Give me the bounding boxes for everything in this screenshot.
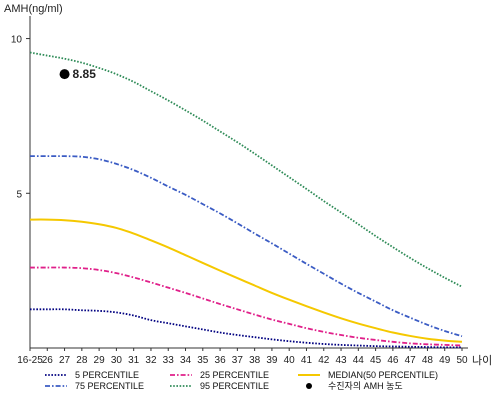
x-tick-label: 49 (439, 355, 451, 366)
series-line-5-percentile (29, 308, 463, 349)
x-tick-label: 48 (422, 355, 434, 366)
legend-label: 95 PERCENTILE (200, 381, 269, 391)
x-tick-label: 34 (180, 355, 192, 366)
x-axis-title: 나이 (472, 354, 492, 367)
patient-amh-value-label: 8.85 (73, 67, 97, 81)
x-tick-label: 46 (387, 355, 399, 366)
y-tick-label: 5 (16, 189, 22, 200)
patient-amh-point (59, 69, 70, 80)
x-tick-label: 41 (301, 355, 313, 366)
x-tick-label: 39 (266, 355, 278, 366)
x-tick-label: 26 (42, 355, 54, 366)
y-tick-label: 10 (11, 35, 23, 46)
legend-label: 수진자의 AMH 농도 (328, 381, 403, 391)
patient-marker: 8.85 (59, 67, 97, 81)
legend-marker-swatch (306, 383, 312, 389)
series-line-95-percentile (29, 51, 463, 288)
x-tick-label: 35 (197, 355, 209, 366)
x-tick-label: 43 (335, 355, 347, 366)
legend-label: 5 PERCENTILE (75, 370, 139, 380)
x-tick-label: 33 (163, 355, 175, 366)
x-tick-label: 38 (249, 355, 261, 366)
percentile-curves (29, 51, 463, 349)
series-line-25-percentile (30, 266, 463, 347)
x-tick-label: 36 (215, 355, 227, 366)
x-tick-label: 40 (284, 355, 296, 366)
legend-label: MEDIAN(50 PERCENTILE) (328, 370, 438, 380)
legend-label: 75 PERCENTILE (75, 381, 144, 391)
x-tick-label: 37 (232, 355, 244, 366)
legend-label: 25 PERCENTILE (200, 370, 269, 380)
series-line-median-50-percentile (29, 218, 463, 343)
x-tick-label: 28 (76, 355, 88, 366)
x-tick-label: 32 (145, 355, 157, 366)
legend: 5 PERCENTILE 25 PERCENTILE MEDIAN(50 PERCE… (45, 370, 438, 391)
x-tick-label: 44 (353, 355, 365, 366)
x-tick-label: 29 (94, 355, 106, 366)
x-tick-label: 30 (111, 355, 123, 366)
x-tick-label: 27 (59, 355, 71, 366)
x-tick-label: 47 (405, 355, 417, 366)
x-tick-label: 45 (370, 355, 382, 366)
x-tick-label: 31 (128, 355, 140, 366)
y-axis-title: AMH(ng/ml) (4, 3, 63, 15)
x-tick-label: 16-25 (17, 355, 43, 366)
series-line-75-percentile (30, 155, 463, 338)
x-tick-label: 50 (456, 355, 468, 366)
x-tick-label: 42 (318, 355, 330, 366)
